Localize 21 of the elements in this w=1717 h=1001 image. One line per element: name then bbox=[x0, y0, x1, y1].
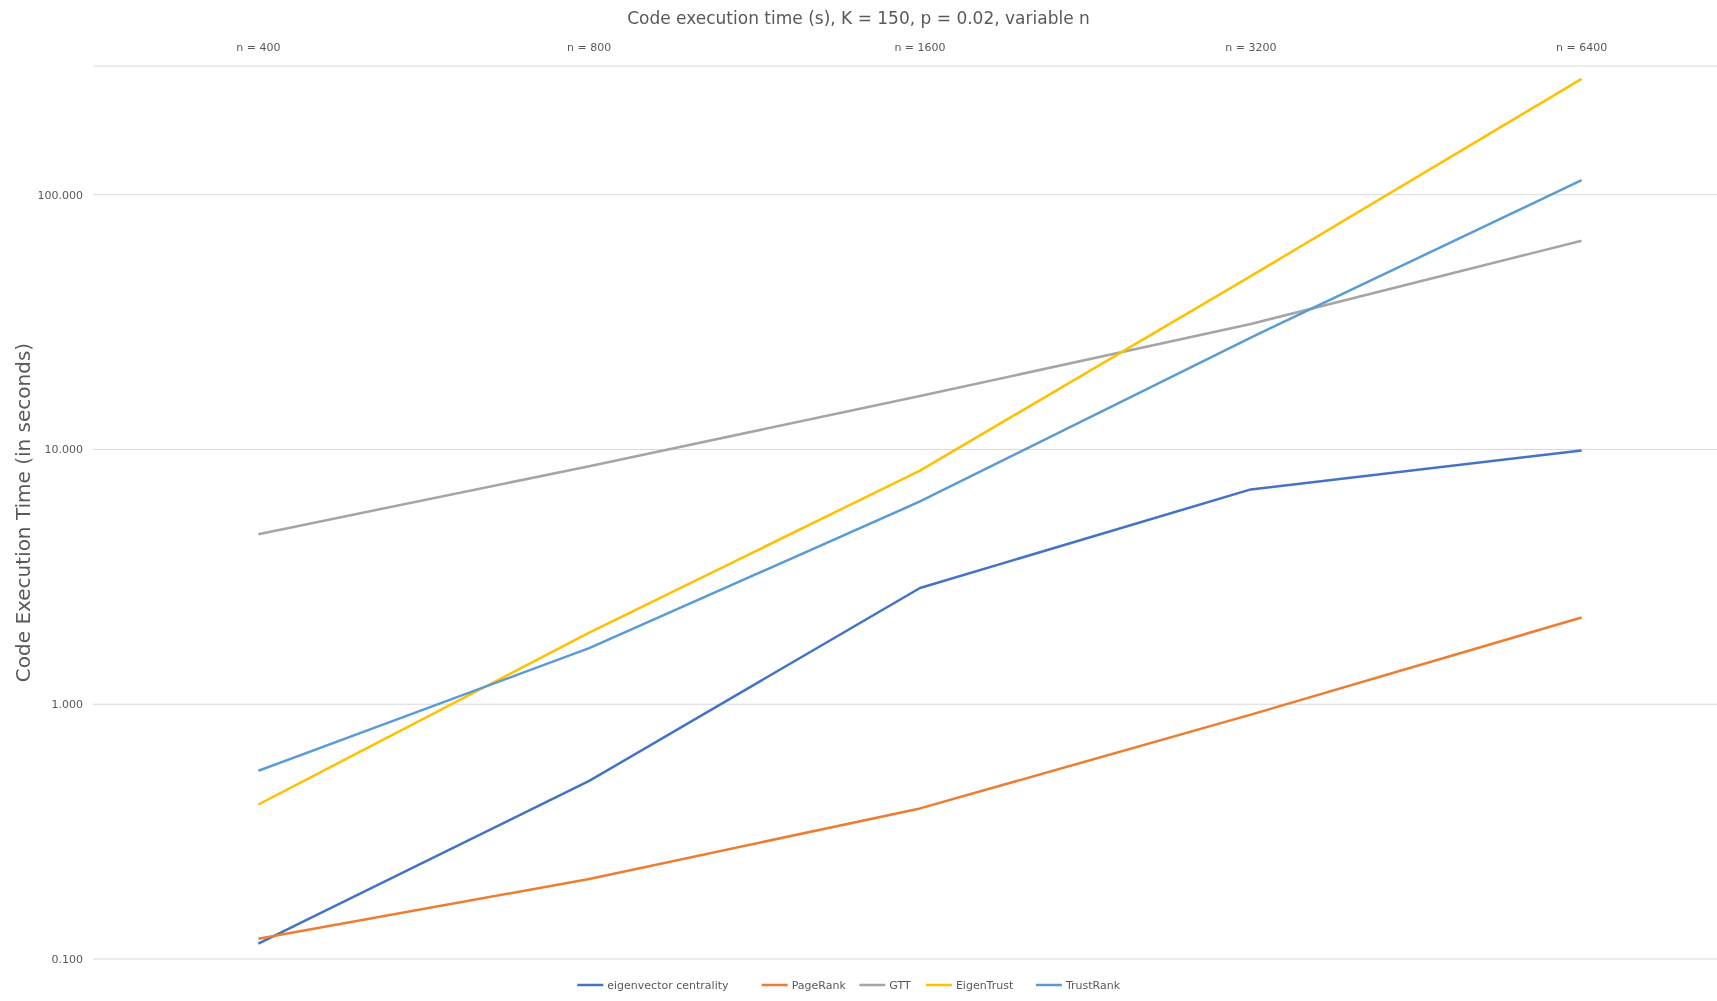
x-tick-label: n = 6400 bbox=[1556, 41, 1608, 54]
legend-label: GTT bbox=[889, 979, 911, 992]
y-axis-title: Code Execution Time (in seconds) bbox=[11, 342, 35, 683]
chart-title: Code execution time (s), K = 150, p = 0.02, variable n bbox=[627, 8, 1090, 28]
y-tick-label: 10.000 bbox=[44, 443, 83, 457]
line-series bbox=[257, 77, 1583, 806]
legend-label: eigenvector centrality bbox=[607, 979, 730, 992]
x-tick-label: n = 3200 bbox=[1225, 41, 1277, 54]
line-series bbox=[257, 178, 1583, 773]
line-series bbox=[257, 616, 1583, 941]
line-series bbox=[257, 449, 1583, 945]
legend-label: EigenTrust bbox=[955, 979, 1014, 992]
y-tick-label: 100.000 bbox=[37, 188, 83, 202]
x-tick-label: n = 800 bbox=[567, 41, 612, 54]
line-series bbox=[257, 239, 1583, 536]
x-tick-label: n = 400 bbox=[236, 41, 281, 54]
x-tick-label: n = 1600 bbox=[894, 41, 946, 54]
y-tick-label: 0.100 bbox=[51, 953, 83, 966]
legend-label: TrustRank bbox=[1064, 979, 1121, 992]
legend-label: PageRank bbox=[791, 979, 847, 992]
y-tick-label: 1.000 bbox=[51, 698, 83, 712]
